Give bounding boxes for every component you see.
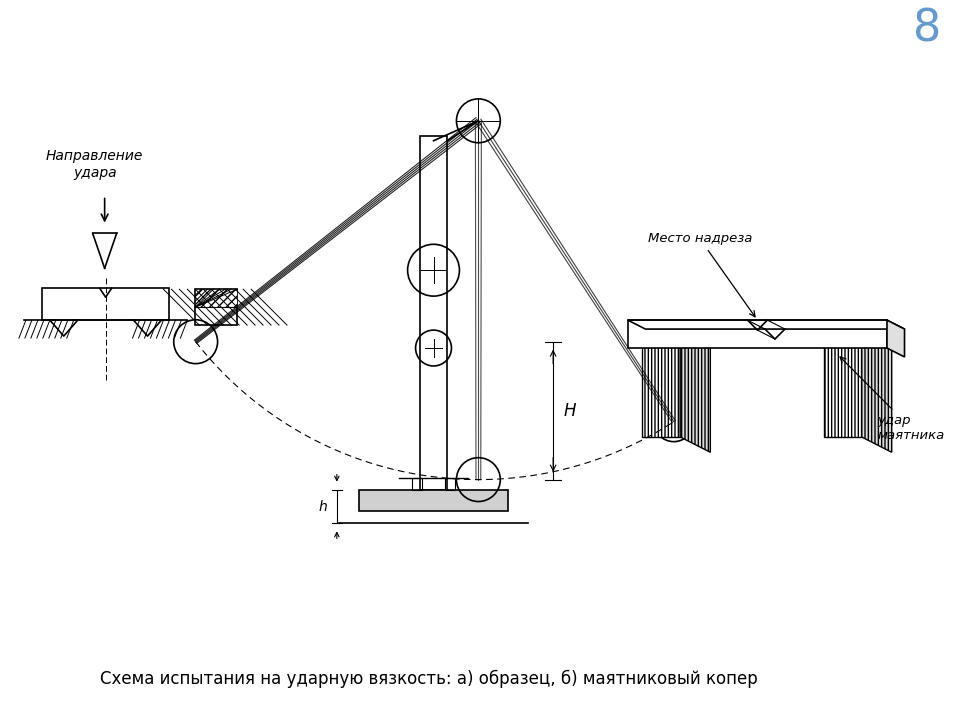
Bar [420, 136, 447, 490]
Bar [195, 289, 237, 325]
Bar [42, 288, 169, 320]
Bar [445, 477, 455, 490]
Text: Направление: Направление [46, 149, 143, 163]
Bar [412, 477, 421, 490]
Text: 8: 8 [913, 8, 941, 50]
Text: Место надреза: Место надреза [648, 233, 755, 317]
Text: Схема испытания на ударную вязкость: а) образец, б) маятниковый копер: Схема испытания на ударную вязкость: а) … [100, 670, 757, 688]
Bar [195, 289, 237, 307]
Polygon shape [861, 328, 892, 452]
Polygon shape [824, 328, 892, 343]
Text: удара: удара [73, 166, 116, 180]
Polygon shape [824, 328, 861, 437]
Text: h: h [319, 500, 327, 513]
Text: H: H [564, 402, 576, 420]
Polygon shape [642, 328, 681, 437]
Polygon shape [628, 320, 887, 348]
Polygon shape [628, 320, 904, 329]
Polygon shape [887, 320, 904, 357]
Bar [359, 490, 508, 511]
Polygon shape [642, 328, 710, 343]
Text: удар
маятника: удар маятника [840, 357, 945, 442]
Polygon shape [681, 328, 710, 452]
